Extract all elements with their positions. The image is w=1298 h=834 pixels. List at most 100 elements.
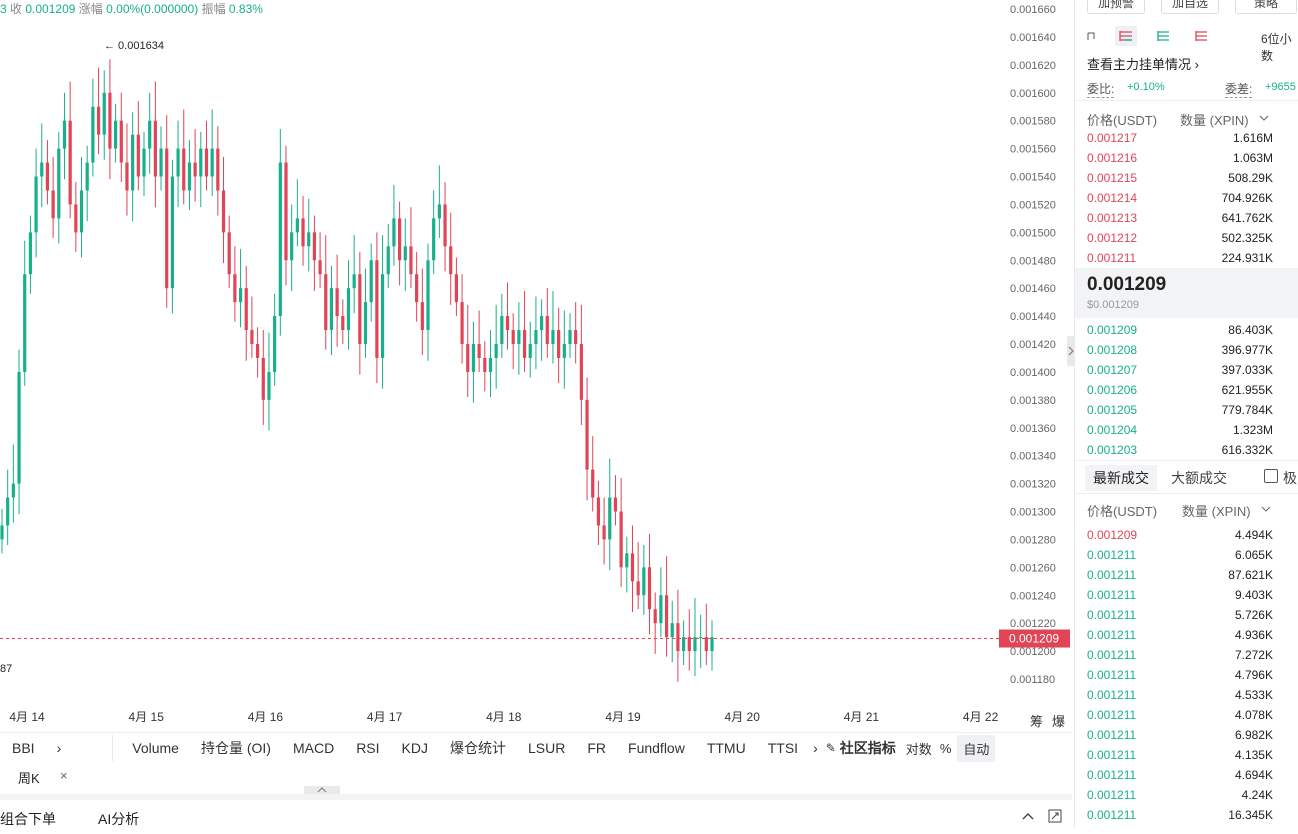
tab-large-trades[interactable]: 大额成交	[1171, 470, 1227, 486]
ask-row[interactable]: 0.001212 502.325K	[1087, 228, 1297, 248]
indicator-lsur[interactable]: LSUR	[527, 740, 566, 756]
community-indicators[interactable]: 社区指标	[839, 740, 896, 756]
ask-row[interactable]: 0.001214 704.926K	[1087, 188, 1297, 208]
chip-distribution-button[interactable]: 筹	[1030, 714, 1044, 729]
scroll-right-icon[interactable]: ›	[813, 740, 818, 756]
trade-row[interactable]: 0.001211 87.621K	[1087, 565, 1297, 585]
percent-scale-toggle[interactable]: %	[939, 740, 952, 756]
collapse-sidebar-handle[interactable]	[1067, 336, 1075, 366]
amplitude-value: 0.83%	[228, 2, 263, 16]
trade-row[interactable]: 0.001211 16.345K	[1087, 805, 1297, 825]
trade-row[interactable]: 0.001209 4.494K	[1087, 525, 1297, 545]
trade-row[interactable]: 0.001211 4.533K	[1087, 685, 1297, 705]
indicator-rsi[interactable]: RSI	[356, 740, 380, 756]
trade-row[interactable]: 0.001211 4.796K	[1087, 665, 1297, 685]
log-scale-toggle[interactable]: 对数	[905, 741, 932, 757]
y-tick-label: 0.001360	[1010, 423, 1056, 435]
indicator-fr[interactable]: FR	[587, 740, 607, 756]
undo-icon[interactable]	[1085, 30, 1099, 44]
candle-body	[346, 288, 351, 331]
bid-row[interactable]: 0.001204 1.323M	[1087, 420, 1297, 440]
kline-chart[interactable]: 0.001660 0.001640 0.001620 0.001600 0.001580…	[0, 0, 1075, 730]
chevron-down-icon[interactable]	[1259, 114, 1269, 122]
trade-row[interactable]: 0.001211 6.982K	[1087, 725, 1297, 745]
candle-body	[426, 260, 430, 331]
y-tick-label: 0.001180	[1010, 674, 1055, 686]
orderbook-mode-both[interactable]	[1115, 26, 1137, 46]
trade-row[interactable]: 0.001211 7.272K	[1087, 645, 1297, 665]
edit-icon[interactable]: ✎	[825, 741, 836, 755]
ask-qty: 1.063M	[1232, 151, 1273, 165]
trade-row[interactable]: 0.001211 9.403K	[1087, 585, 1297, 605]
ask-qty: 641.762K	[1221, 211, 1273, 225]
trade-row[interactable]: 0.001211 5.726K	[1087, 605, 1297, 625]
ask-price: 0.001212	[1087, 231, 1138, 245]
bid-row[interactable]: 0.001209 86.403K	[1087, 320, 1297, 340]
trade-qty: 4.078K	[1234, 708, 1273, 722]
candle-body	[91, 106, 95, 163]
candle-body	[79, 190, 84, 233]
bid-row[interactable]: 0.001205 779.784K	[1087, 400, 1297, 420]
bid-row[interactable]: 0.001206 621.955K	[1087, 380, 1297, 400]
trade-price: 0.001211	[1087, 548, 1137, 562]
indicator-oi[interactable]: 持仓量 (OI)	[200, 740, 271, 756]
ask-row[interactable]: 0.001213 641.762K	[1087, 208, 1297, 228]
indicator-ttmu[interactable]: TTMU	[706, 740, 746, 756]
close-value: 0.001209	[25, 2, 76, 16]
chevron-up-icon[interactable]	[304, 786, 340, 794]
tab-combo-order[interactable]: 组合下单	[0, 811, 56, 827]
trades-header-qty[interactable]: 数量 (XPIN)	[1182, 504, 1251, 519]
candle-body	[267, 371, 271, 400]
chevron-right-icon[interactable]: ›	[56, 740, 62, 756]
weekk-tag[interactable]: 周K	[18, 771, 40, 786]
indicator-kdj[interactable]: KDJ	[401, 740, 428, 756]
indicator-volume[interactable]: Volume	[132, 740, 179, 756]
indicator-macd[interactable]: MACD	[292, 740, 335, 756]
strategy-button[interactable]: 策略	[1235, 0, 1297, 14]
trade-qty: 6.982K	[1234, 728, 1273, 742]
auto-scale-toggle[interactable]: 自动	[957, 734, 996, 762]
indicator-fundflow[interactable]: Fundflow	[628, 740, 685, 756]
trade-row[interactable]: 0.001211 6.065K	[1087, 545, 1297, 565]
bid-price: 0.001205	[1087, 403, 1138, 417]
high-annotation: ← 0.001634	[104, 40, 164, 52]
candle-body	[261, 357, 265, 400]
trade-row[interactable]: 0.001211 4.24K	[1087, 785, 1297, 805]
tab-ai-analysis[interactable]: AI分析	[98, 811, 140, 827]
ask-row[interactable]: 0.001216 1.063M	[1087, 148, 1297, 168]
trade-row[interactable]: 0.001211 4.694K	[1087, 765, 1297, 785]
bid-row[interactable]: 0.001207 397.033K	[1087, 360, 1297, 380]
orderbook-asks-icon[interactable]	[1193, 28, 1209, 44]
indicator-liquidation[interactable]: 爆仓统计	[449, 740, 506, 756]
expand-icon[interactable]	[1048, 809, 1062, 823]
trade-row[interactable]: 0.001211 4.936K	[1087, 625, 1297, 645]
filter-checkbox[interactable]	[1264, 469, 1278, 483]
bid-row[interactable]: 0.001203 616.332K	[1087, 440, 1297, 460]
trade-price: 0.001209	[1087, 528, 1138, 542]
tab-latest-trades[interactable]: 最新成交	[1085, 465, 1157, 491]
ask-row[interactable]: 0.001215 508.29K	[1087, 168, 1297, 188]
chevron-up-icon[interactable]	[1022, 811, 1034, 821]
trade-row[interactable]: 0.001211 4.078K	[1087, 705, 1297, 725]
add-watchlist-button[interactable]: 加自选	[1161, 0, 1219, 14]
liquidation-button[interactable]: 爆	[1052, 714, 1066, 729]
precision-select[interactable]: 6位小数	[1261, 32, 1292, 63]
ob-header-qty[interactable]: 数量 (XPIN)	[1180, 113, 1249, 128]
indicator-bbi[interactable]: BBI	[12, 740, 35, 756]
candlestick-chart[interactable]: 0.001660 0.001640 0.001620 0.001600 0.001580…	[0, 0, 1072, 730]
ask-row[interactable]: 0.001211 224.931K	[1087, 248, 1297, 268]
main-orders-link[interactable]: 查看主力挂单情况 ›	[1087, 54, 1199, 73]
orderbook-bids-icon[interactable]	[1155, 28, 1171, 44]
close-icon[interactable]: ×	[60, 768, 68, 783]
candle-body	[647, 567, 652, 610]
candle-body	[562, 344, 566, 358]
x-tick-label: 4月 16	[248, 710, 284, 724]
indicator-ttsi[interactable]: TTSI	[767, 740, 799, 756]
candle-body	[256, 344, 260, 358]
ask-row[interactable]: 0.001217 1.616M	[1087, 128, 1297, 148]
trade-qty: 4.936K	[1234, 628, 1273, 642]
add-alert-button[interactable]: 加预警	[1087, 0, 1145, 14]
trade-row[interactable]: 0.001211 4.135K	[1087, 745, 1297, 765]
bid-row[interactable]: 0.001208 396.977K	[1087, 340, 1297, 360]
chevron-down-icon[interactable]	[1261, 505, 1271, 513]
